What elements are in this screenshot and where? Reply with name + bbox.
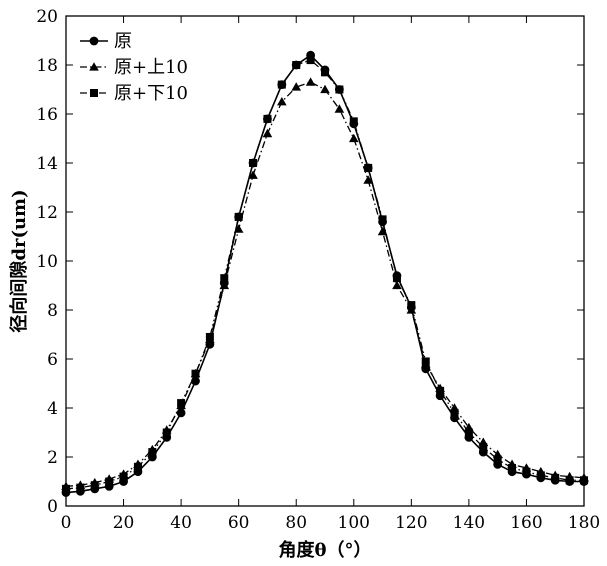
data-point <box>508 464 517 473</box>
data-point <box>205 332 214 341</box>
data-point <box>406 305 417 314</box>
data-point <box>377 226 388 236</box>
legend-entry: 原 <box>80 31 132 52</box>
x-axis-title: 角度θ（°） <box>278 539 371 561</box>
data-point <box>291 82 302 91</box>
series-line <box>65 59 584 490</box>
data-point <box>349 117 358 126</box>
data-point <box>90 481 99 490</box>
y-tick-label: 8 <box>47 301 58 321</box>
data-point <box>277 96 287 106</box>
data-point <box>363 175 373 184</box>
data-point <box>292 61 301 69</box>
data-point <box>450 408 459 417</box>
y-tick-label: 20 <box>36 7 58 27</box>
data-point <box>493 455 502 464</box>
data-point <box>464 428 473 437</box>
x-tick-label: 120 <box>395 513 427 533</box>
y-axis-title: 径向间隙dr(um) <box>8 189 30 332</box>
data-point <box>177 399 186 408</box>
data-point <box>321 68 329 77</box>
data-point <box>191 369 200 378</box>
series-2 <box>61 77 589 490</box>
data-point <box>335 85 344 94</box>
data-point <box>421 357 430 366</box>
y-tick-label: 16 <box>36 105 58 125</box>
legend-marker <box>89 62 99 71</box>
data-point <box>176 408 186 418</box>
series-line <box>65 54 584 494</box>
x-tick-label: 20 <box>113 513 135 533</box>
data-point <box>76 483 85 492</box>
data-point <box>536 471 545 480</box>
y-tick-label: 0 <box>47 497 58 517</box>
legend-label: 原+下10 <box>114 83 188 104</box>
data-point <box>551 473 560 482</box>
y-tick-label: 12 <box>36 203 58 223</box>
data-point <box>436 386 445 395</box>
legend: 原原+上10 原+下10 <box>80 31 188 104</box>
data-point <box>148 448 157 457</box>
data-point <box>392 274 401 283</box>
series-1 <box>61 50 589 497</box>
data-point <box>277 80 286 89</box>
y-tick-label: 18 <box>36 56 58 76</box>
y-tick-label: 2 <box>47 448 58 468</box>
data-point <box>522 467 531 476</box>
x-tick-label: 0 <box>61 513 72 533</box>
x-tick-label: 80 <box>285 513 307 533</box>
x-tick-label: 180 <box>568 513 600 533</box>
x-tick-label: 160 <box>510 513 542 533</box>
y-tick-label: 14 <box>36 154 58 174</box>
ticks-layer: 0 20 40 60 80 100 120 140 160 180 0 2 4 6 8 10 12 14 16 18 2… <box>36 7 600 533</box>
data-point <box>580 476 588 485</box>
data-point <box>234 212 243 221</box>
data-point <box>263 114 272 123</box>
y-tick-label: 6 <box>47 350 58 370</box>
data-point <box>133 462 142 471</box>
x-tick-label: 40 <box>170 513 192 533</box>
legend-entry: 原+下10 <box>80 83 188 104</box>
data-point <box>262 128 273 138</box>
data-point <box>62 484 70 493</box>
data-point <box>219 280 230 290</box>
y-tick-label: 4 <box>47 399 58 419</box>
data-point <box>249 159 258 167</box>
data-point <box>105 477 114 486</box>
data-point <box>306 56 315 65</box>
series-line <box>65 81 585 488</box>
x-tick-label: 100 <box>338 513 370 533</box>
legend-label: 原+上10 <box>114 57 188 78</box>
data-point <box>479 443 488 452</box>
legend-entry: 原+上10 <box>80 57 188 78</box>
x-tick-label: 60 <box>228 513 250 533</box>
data-point <box>248 170 258 179</box>
data-point <box>392 280 402 290</box>
y-tick-label: 10 <box>36 252 58 272</box>
data-point <box>119 472 128 481</box>
data-point <box>220 274 229 283</box>
legend-label: 原 <box>114 31 132 52</box>
data-point <box>233 224 244 233</box>
data-point <box>364 163 373 172</box>
data-point <box>565 476 574 485</box>
series-3 <box>62 56 588 493</box>
x-tick-label: 140 <box>453 513 485 533</box>
data-point <box>348 133 359 143</box>
data-point <box>378 215 387 224</box>
data-point <box>320 84 330 94</box>
series-layer <box>61 50 589 497</box>
data-point <box>407 301 416 310</box>
data-point <box>162 428 171 437</box>
data-point <box>305 77 316 86</box>
legend-marker <box>89 36 99 46</box>
data-point <box>334 104 345 113</box>
legend-marker <box>90 89 98 97</box>
